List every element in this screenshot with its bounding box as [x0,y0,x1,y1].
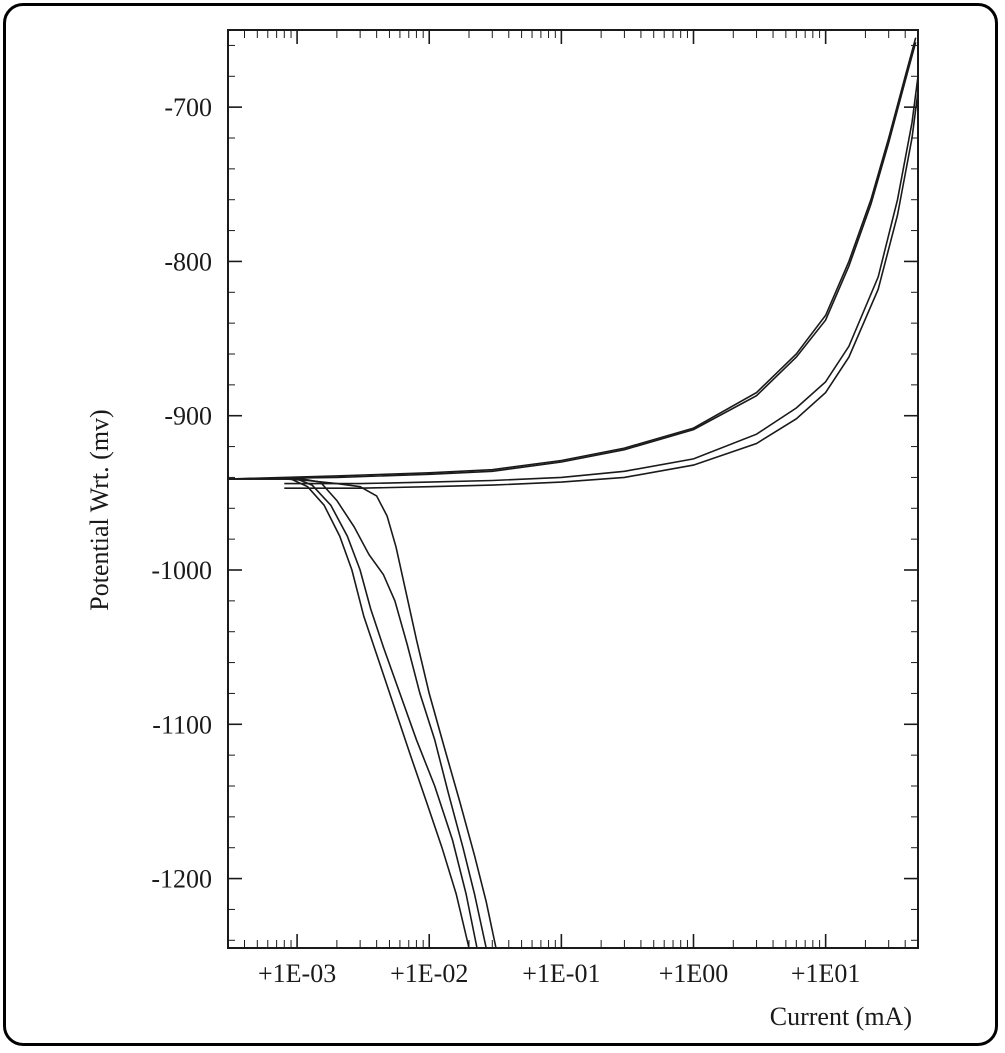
polarization-curve-7 [284,76,919,485]
curves [227,37,919,949]
polarization-curve-6 [227,42,917,480]
y-tick-label: -1200 [151,865,212,894]
polarization-curve-8 [284,91,919,489]
y-tick-label: -1000 [151,556,212,585]
y-tick-label: -700 [164,93,212,122]
x-tick-label: +1E-02 [390,959,468,988]
polarization-curve-5 [227,37,917,480]
x-tick-label: +1E00 [659,959,729,988]
polarization-curve-1 [228,478,470,949]
polarization-curve-3 [228,478,487,949]
axis-ticks [227,30,919,948]
x-tick-label: +1E-01 [522,959,600,988]
y-axis-label: Potential Wrt. (mv) [85,409,114,610]
polarization-curve-2 [228,478,478,949]
x-tick-label: +1E-03 [258,959,336,988]
y-tick-label: -800 [164,247,212,276]
plot-area [227,29,919,949]
x-tick-label: +1E01 [791,959,861,988]
y-tick-label: -1100 [152,710,212,739]
chart-frame [3,3,998,1046]
x-axis-label: Current (mA) [770,1002,912,1031]
tick-labels: +1E-03 +1E-02 +1E-01 +1E00 +1E01 -700 -800 -900… [151,93,860,988]
y-tick-label: -900 [164,402,212,431]
polarization-curve-4 [228,478,497,949]
